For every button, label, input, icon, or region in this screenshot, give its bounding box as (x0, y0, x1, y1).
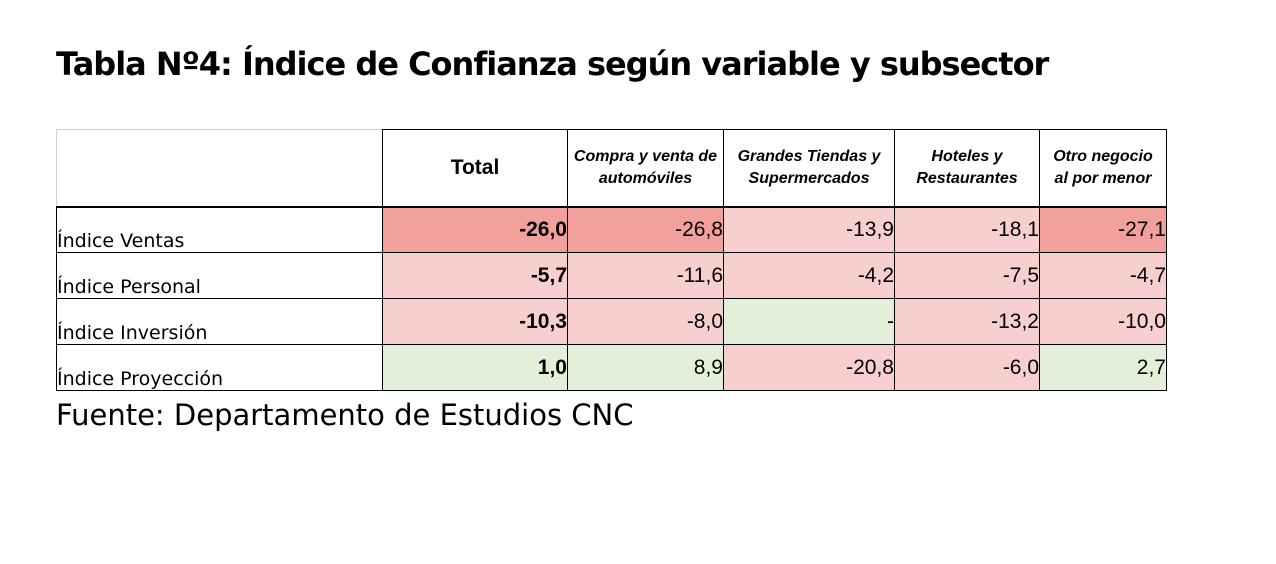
table-row: Índice Proyección 1,0 8,9 -20,8 -6,0 2,7 (56, 344, 1167, 391)
row-label-ventas: Índice Ventas (56, 206, 383, 253)
cell-ventas-total: -26,0 (382, 206, 568, 253)
cell-personal-automoviles: -11,6 (567, 252, 724, 299)
cell-inversion-hoteles: -13,2 (894, 298, 1040, 345)
table-title: Tabla Nº4: Índice de Confianza según var… (56, 45, 1049, 83)
cell-personal-otro-negocio: -4,7 (1039, 252, 1167, 299)
table-row: Índice Inversión -10,3 -8,0 - -13,2 -10,… (56, 298, 1167, 345)
source-note: Fuente: Departamento de Estudios CNC (56, 398, 634, 432)
header-corner-cell (56, 129, 383, 208)
cell-inversion-automoviles: -8,0 (567, 298, 724, 345)
column-header-automoviles-label: Compra y venta de automóviles (573, 147, 718, 187)
cell-inversion-otro-negocio: -10,0 (1039, 298, 1167, 345)
cell-proyeccion-grandes-tiendas: -20,8 (723, 344, 895, 391)
cell-personal-hoteles: -7,5 (894, 252, 1040, 299)
column-header-total: Total (382, 129, 568, 208)
cell-inversion-total: -10,3 (382, 298, 568, 345)
cell-ventas-grandes-tiendas: -13,9 (723, 206, 895, 253)
row-label-inversion: Índice Inversión (56, 298, 383, 345)
cell-personal-total: -5,7 (382, 252, 568, 299)
cell-proyeccion-total: 1,0 (382, 344, 568, 391)
row-label-personal: Índice Personal (56, 252, 383, 299)
row-label-proyeccion: Índice Proyección (56, 344, 383, 391)
cell-inversion-grandes-tiendas: - (723, 298, 895, 345)
cell-proyeccion-hoteles: -6,0 (894, 344, 1040, 391)
confidence-index-table: Total Compra y venta de automóviles Gran… (56, 129, 1167, 391)
column-header-grandes-tiendas: Grandes Tiendas y Supermercados (723, 129, 895, 208)
cell-ventas-hoteles: -18,1 (894, 206, 1040, 253)
cell-ventas-otro-negocio: -27,1 (1039, 206, 1167, 253)
table-header-row: Total Compra y venta de automóviles Gran… (56, 129, 1167, 208)
column-header-hoteles-label: Hoteles y Restaurantes (916, 147, 1018, 187)
column-header-grandes-tiendas-label: Grandes Tiendas y Supermercados (737, 147, 881, 187)
table-row: Índice Ventas -26,0 -26,8 -13,9 -18,1 -2… (56, 206, 1167, 253)
cell-proyeccion-automoviles: 8,9 (567, 344, 724, 391)
column-header-otro-negocio: Otro negocio al por menor (1039, 129, 1167, 208)
column-header-hoteles: Hoteles y Restaurantes (894, 129, 1040, 208)
cell-ventas-automoviles: -26,8 (567, 206, 724, 253)
column-header-otro-negocio-label: Otro negocio al por menor (1053, 147, 1153, 187)
cell-personal-grandes-tiendas: -4,2 (723, 252, 895, 299)
cell-proyeccion-otro-negocio: 2,7 (1039, 344, 1167, 391)
table-row: Índice Personal -5,7 -11,6 -4,2 -7,5 -4,… (56, 252, 1167, 299)
column-header-automoviles: Compra y venta de automóviles (567, 129, 724, 208)
